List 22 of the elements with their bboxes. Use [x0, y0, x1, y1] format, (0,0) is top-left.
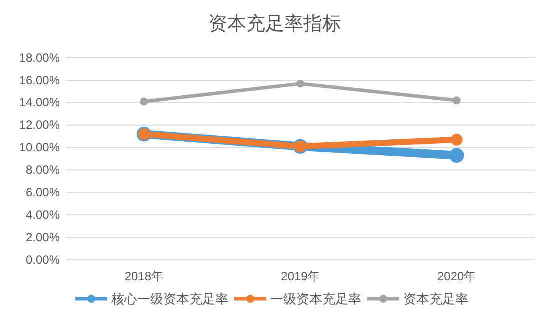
x-tick-label: 2019年 — [281, 270, 320, 284]
point — [452, 96, 461, 105]
x-tick-label: 2018年 — [124, 270, 164, 284]
legend-label: 核心一级资本充足率 — [110, 292, 228, 308]
point — [450, 134, 463, 146]
y-tick-label: 14.00% — [19, 96, 60, 110]
y-tick-label: 6.00% — [26, 186, 60, 200]
chart-title: 资本充足率指标 — [208, 13, 342, 35]
y-tick-label: 8.00% — [26, 163, 60, 178]
legend-label: 一级资本充足率 — [270, 292, 362, 308]
y-tick-label: 16.00% — [19, 73, 60, 88]
x-tick-label: 2020年 — [437, 270, 476, 284]
point — [140, 98, 148, 106]
legend-label: 资本充足率 — [404, 292, 468, 308]
point — [296, 80, 304, 88]
y-tick-label: 18.00% — [19, 50, 60, 65]
y-tick-label: 12.00% — [19, 118, 60, 132]
y-tick-label: 0.00% — [26, 252, 60, 267]
y-tick-label: 10.00% — [19, 140, 60, 155]
y-tick-label: 4.00% — [26, 208, 60, 222]
point — [449, 148, 464, 163]
y-tick-label: 2.00% — [26, 230, 60, 244]
